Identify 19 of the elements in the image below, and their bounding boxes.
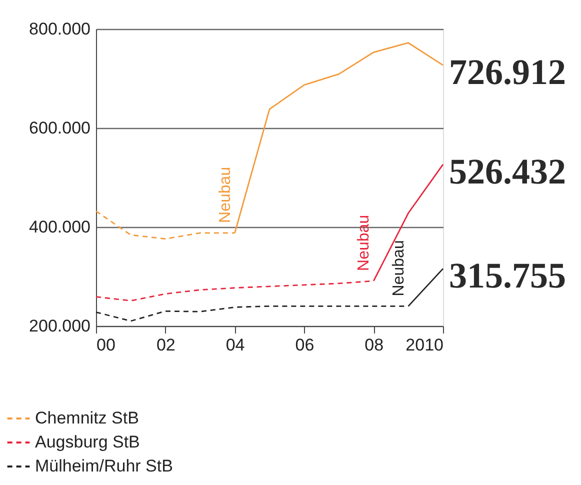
y-tick-label: 400.000 [29, 218, 90, 236]
x-tick-label: 08 [364, 336, 384, 354]
y-tick-label: 200.000 [29, 316, 90, 336]
x-tick-label: 04 [226, 336, 245, 354]
y-tick-label: 600.000 [29, 118, 90, 138]
data-label: 526.432 [449, 151, 566, 192]
annotation: Neubau [216, 166, 234, 223]
annotation: Neubau [390, 240, 408, 296]
annotation: Neubau [356, 214, 373, 271]
legend-label: Chemnitz StB [35, 408, 139, 428]
x-tick-label: 2010 [406, 336, 444, 354]
legend-label: Augsburg StB [35, 432, 140, 452]
y-tick-label: 800.000 [29, 20, 90, 38]
x-tick-label: 06 [295, 336, 314, 354]
data-label: 315.755 [449, 256, 566, 296]
x-tick-label: 00 [96, 336, 116, 354]
legend-label: Mülheim/Ruhr StB [35, 456, 173, 476]
data-label: 726.912 [449, 52, 566, 92]
x-tick-label: 02 [156, 336, 176, 354]
